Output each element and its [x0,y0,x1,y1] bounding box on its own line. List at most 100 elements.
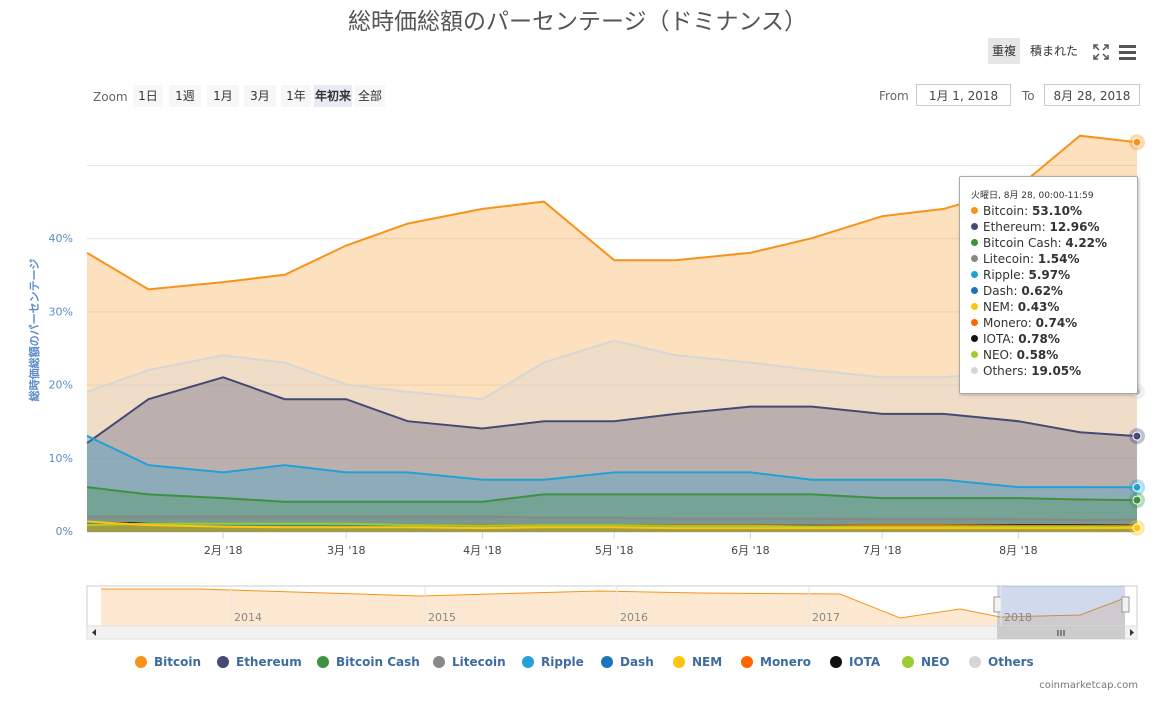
legend-label: Bitcoin Cash [336,655,420,669]
legend-item-neo[interactable]: NEO [902,655,949,669]
legend-item-ethereum[interactable]: Ethereum [217,655,302,669]
legend-label: Dash [620,655,654,669]
zoom-1d-button[interactable]: 1日 [133,85,163,107]
legend-dot-icon [902,656,914,668]
legend-item-bitcoin[interactable]: Bitcoin [135,655,201,669]
navigator-line [101,588,1126,619]
zoom-3m-button[interactable]: 3月 [244,85,276,107]
tooltip-row: Others: 19.05% [971,364,1081,378]
legend-dot-icon [830,656,842,668]
navigator-year-label: 2015 [428,611,456,624]
legend-dot-icon [601,656,613,668]
tooltip-header: 火曜日, 8月 28, 00:00-11:59 [971,191,1094,201]
x-tick-label: 3月 '18 [327,544,366,557]
to-label: To [1022,89,1035,103]
legend-item-others[interactable]: Others [969,655,1034,669]
y-tick-label: 10% [49,452,73,465]
tooltip-row: NEO: 0.58% [971,348,1058,362]
hover-marker-bitcoin [1132,137,1142,147]
legend-label: NEM [692,655,723,669]
series-line-ripple[interactable] [86,434,1138,489]
legend-item-dash[interactable]: Dash [601,655,654,669]
tooltip-series-name: Dash: [983,284,1022,298]
zoom-1m-button[interactable]: 1月 [207,85,239,107]
y-tick-label: 0% [56,525,73,538]
tooltip-series-name: NEO: [983,348,1017,362]
series-line-litecoin[interactable] [87,515,1138,522]
series-area-nem [87,521,1137,532]
scroll-grip-icon [1057,630,1065,636]
legend-dot-icon [317,656,329,668]
tooltip-series-value: 0.74% [1035,316,1078,330]
navigator-year-label: 2017 [812,611,840,624]
fullscreen-icon[interactable] [1093,44,1109,60]
hover-marker-bitcoin-cash [1132,495,1142,505]
legend-item-ripple[interactable]: Ripple [522,655,584,669]
series-line-nem[interactable] [86,520,1138,530]
tooltip-series-value: 0.62% [1021,284,1063,298]
menu-icon[interactable] [1118,43,1138,61]
y-tick-label: 30% [49,305,73,318]
series-area-bitcoin [87,135,1137,532]
legend-label: NEO [921,655,950,669]
navigator-selection[interactable] [997,586,1125,626]
zoom-1w-button[interactable]: 1週 [169,85,201,107]
series-dot-icon [971,303,978,310]
y-tick-label: 40% [49,232,73,245]
overlap-toggle-button[interactable]: 重複 [988,38,1021,64]
legend-item-monero[interactable]: Monero [741,655,811,669]
legend-label: IOTA [849,655,881,669]
credit-link[interactable]: coinmarketcap.com [1039,680,1138,691]
navigator-year-label: 2014 [234,611,262,624]
series-line-neo[interactable] [86,522,1138,528]
x-tick-label: 5月 '18 [595,544,634,557]
tooltip-row: Monero: 0.74% [971,316,1077,330]
navigator-left-handle[interactable] [993,596,1002,613]
series-dot-icon [971,367,978,374]
tooltip-series-value: 0.43% [1017,300,1060,314]
navigator-year-label: 2016 [620,611,648,624]
legend-label: Ripple [541,655,584,669]
hover-marker-nem [1132,523,1142,533]
stacked-toggle-button[interactable]: 積まれた [1030,44,1079,58]
series-dot-icon [971,319,978,326]
tooltip-row: Dash: 0.62% [971,284,1063,298]
to-date-input[interactable]: 8月 28, 2018 [1044,84,1140,106]
legend-item-litecoin[interactable]: Litecoin [433,655,506,669]
legend-item-nem[interactable]: NEM [673,655,722,669]
zoom-all-button[interactable]: 全部 [355,85,385,107]
legend-item-bitcoin-cash[interactable]: Bitcoin Cash [317,655,420,669]
zoom-ytd-button[interactable]: 年初来 [314,85,352,107]
zoom-label: Zoom [93,90,128,104]
series-area-others [87,340,1137,532]
navigator-area [101,589,1125,626]
legend-dot-icon [673,656,685,668]
tooltip-row: NEM: 0.43% [971,300,1059,314]
scrollbar-track[interactable] [86,625,1138,640]
series-dot-icon [971,335,978,342]
navigator-right-handle[interactable] [1121,596,1130,613]
tooltip: 火曜日, 8月 28, 00:00-11:59 Bitcoin: 53.10% E… [959,176,1138,394]
y-axis-title: 総時価総額のパーセンテージ [27,259,41,402]
x-tick-label: 2月 '18 [204,544,243,557]
legend-dot-icon [135,656,147,668]
tooltip-series-value: 12.96% [1049,220,1100,234]
series-dot-icon [971,207,978,214]
legend-dot-icon [433,656,445,668]
navigator-year-label: 2018 [1004,611,1032,624]
from-date-input[interactable]: 1月 1, 2018 [916,84,1011,106]
tooltip-series-value: 0.58% [1016,348,1059,362]
hover-marker-ethereum [1132,431,1142,441]
tooltip-row: Bitcoin: 53.10% [971,204,1082,218]
tooltip-series-name: Others: [983,364,1032,378]
series-dot-icon [971,223,978,230]
tooltip-row: Bitcoin Cash: 4.22% [971,236,1107,250]
zoom-1y-button[interactable]: 1年 [281,85,311,107]
scroll-right-icon[interactable] [1130,629,1134,636]
tooltip-series-value: 19.05% [1031,364,1082,378]
tooltip-row: Ripple: 5.97% [971,268,1070,282]
scroll-left-icon[interactable] [92,629,96,636]
tooltip-series-name: Bitcoin: [983,204,1033,218]
legend-item-iota[interactable]: IOTA [830,655,880,669]
